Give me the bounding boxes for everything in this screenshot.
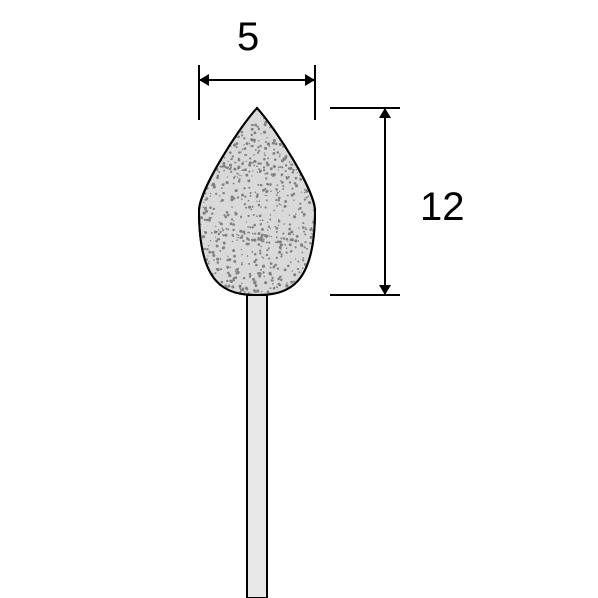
diagram-svg xyxy=(0,0,598,598)
diagram-container: 5 12 xyxy=(0,0,598,598)
height-dimension xyxy=(330,108,400,295)
shank xyxy=(247,295,267,598)
width-dimension-label: 5 xyxy=(237,15,259,60)
height-dimension-label: 12 xyxy=(420,185,465,230)
